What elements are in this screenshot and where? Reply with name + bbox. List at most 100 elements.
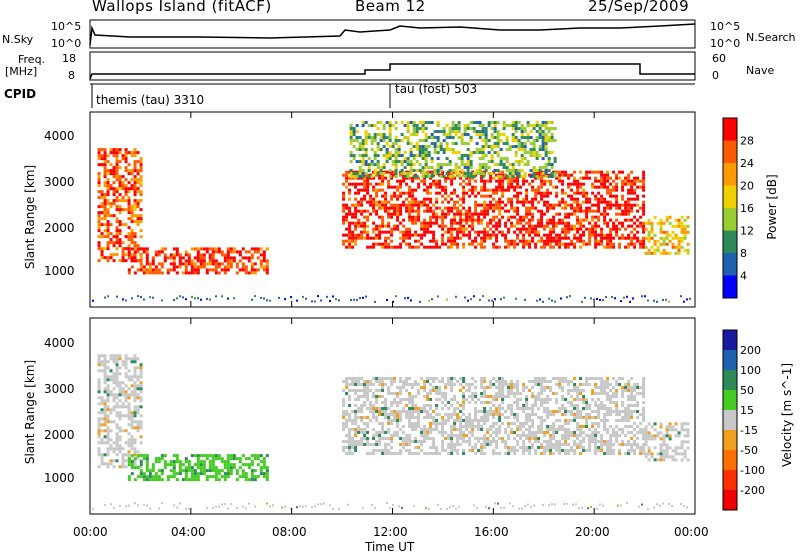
echo-cell xyxy=(103,441,107,445)
ground-scatter-cell xyxy=(149,296,151,299)
echo-cell xyxy=(139,175,143,179)
echo-cell xyxy=(445,136,449,140)
echo-cell xyxy=(474,415,478,419)
echo-cell xyxy=(558,451,562,455)
echo-cell xyxy=(540,215,544,219)
echo-cell xyxy=(420,242,424,246)
echo-cell xyxy=(136,387,140,391)
echo-cell xyxy=(450,376,454,380)
echo-cell xyxy=(196,250,200,254)
echo-cell xyxy=(624,218,628,222)
echo-cell xyxy=(358,169,362,173)
echo-cell xyxy=(454,127,458,131)
echo-cell xyxy=(531,430,535,434)
echo-cell xyxy=(609,236,613,240)
echo-cell xyxy=(103,157,107,161)
echo-cell xyxy=(124,178,128,182)
echo-cell xyxy=(181,262,185,266)
echo-cell xyxy=(393,397,397,401)
echo-cell xyxy=(534,376,538,380)
echo-cell xyxy=(531,185,535,189)
echo-cell xyxy=(403,175,407,179)
echo-cell xyxy=(376,172,380,176)
echo-cell xyxy=(450,224,454,228)
echo-cell xyxy=(606,376,610,380)
echo-cell xyxy=(391,142,395,146)
echo-cell xyxy=(552,436,556,440)
echo-cell xyxy=(594,376,598,380)
echo-cell xyxy=(474,179,478,183)
echo-cell xyxy=(360,439,364,443)
echo-cell xyxy=(459,209,463,213)
echo-cell xyxy=(348,170,352,174)
echo-cell xyxy=(442,151,446,155)
echo-cell xyxy=(570,188,574,192)
echo-cell xyxy=(456,221,460,225)
echo-cell xyxy=(178,265,182,269)
echo-cell xyxy=(151,466,155,470)
echo-cell xyxy=(576,179,580,183)
echo-cell xyxy=(630,206,634,210)
echo-cell xyxy=(636,194,640,198)
echo-cell xyxy=(394,139,398,143)
echo-cell xyxy=(378,200,382,204)
echo-cell xyxy=(97,417,101,421)
echo-cell xyxy=(199,466,203,470)
echo-cell xyxy=(381,242,385,246)
echo-cell xyxy=(375,415,379,419)
ground-scatter-cell xyxy=(317,295,319,298)
echo-cell xyxy=(238,466,242,470)
echo-cell xyxy=(381,376,385,380)
echo-cell xyxy=(115,393,119,397)
echo-cell xyxy=(145,250,149,254)
echo-cell xyxy=(430,142,434,146)
echo-cell xyxy=(558,445,562,449)
echo-cell xyxy=(109,390,113,394)
echo-cell xyxy=(97,220,101,224)
echo-cell xyxy=(414,439,418,443)
echo-cell xyxy=(459,433,463,437)
echo-cell xyxy=(481,163,485,167)
echo-cell xyxy=(414,421,418,425)
echo-cell xyxy=(603,185,607,189)
echo-cell xyxy=(490,133,494,137)
echo-cell xyxy=(372,376,376,380)
echo-cell xyxy=(124,459,128,463)
echo-cell xyxy=(172,259,176,263)
echo-cell xyxy=(388,157,392,161)
echo-cell xyxy=(490,145,494,149)
echo-cell xyxy=(483,439,487,443)
echo-cell xyxy=(474,391,478,395)
echo-cell xyxy=(460,163,464,167)
echo-cell xyxy=(421,169,425,173)
echo-cell xyxy=(348,442,352,446)
ground-scatter-cell xyxy=(182,296,184,299)
echo-cell xyxy=(483,418,487,422)
echo-cell xyxy=(642,245,646,249)
echo-cell xyxy=(351,418,355,422)
echo-cell xyxy=(424,160,428,164)
echo-cell xyxy=(133,438,137,442)
echo-cell xyxy=(400,163,404,167)
echo-cell xyxy=(241,463,245,467)
echo-cell xyxy=(160,262,164,266)
echo-cell xyxy=(229,250,233,254)
echo-cell xyxy=(537,221,541,225)
echo-cell xyxy=(498,203,502,207)
echo-cell xyxy=(106,387,110,391)
echo-cell xyxy=(447,200,451,204)
echo-cell xyxy=(133,214,137,218)
echo-cell xyxy=(570,212,574,216)
echo-cell xyxy=(543,448,547,452)
echo-cell xyxy=(471,445,475,449)
echo-cell xyxy=(372,382,376,386)
echo-cell xyxy=(229,463,233,467)
echo-cell xyxy=(370,163,374,167)
echo-cell xyxy=(420,224,424,228)
echo-cell xyxy=(393,209,397,213)
echo-cell xyxy=(525,421,529,425)
echo-cell xyxy=(423,403,427,407)
echo-cell xyxy=(546,385,550,389)
echo-cell xyxy=(354,239,358,243)
echo-cell xyxy=(454,169,458,173)
